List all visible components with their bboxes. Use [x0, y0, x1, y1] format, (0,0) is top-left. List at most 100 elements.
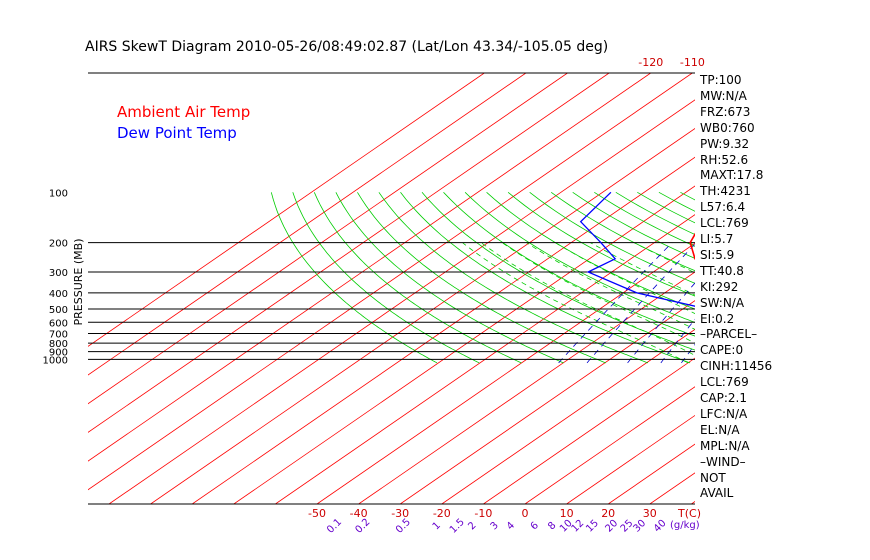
- moist-adiabat-line: [590, 242, 695, 296]
- mixing-ratio-line: [776, 243, 856, 363]
- index-item: AVAIL: [700, 486, 734, 501]
- index-item: CINH:11456: [700, 359, 773, 374]
- isotherm-line: [399, 300, 695, 504]
- moist-adiabat-line: [526, 242, 695, 330]
- pressure-tick-label: 1000: [43, 355, 68, 366]
- isotherm-line: [88, 73, 485, 347]
- index-item: L57:6.4: [700, 200, 746, 215]
- mixing-ratio-line: [817, 243, 870, 363]
- isotherm-line: [233, 185, 695, 504]
- mixing-ratio-lines: [558, 242, 870, 364]
- mixing-ratio-label: 40: [652, 518, 669, 535]
- pressure-tick-label: 300: [49, 268, 68, 279]
- isotherm-line: [88, 73, 651, 462]
- bottom-temp-tick-label: -20: [433, 507, 451, 520]
- bottom-temp-tick-label: 30: [643, 507, 657, 520]
- dry-adiabat-line: [529, 191, 695, 284]
- mixing-ratio-line: [802, 243, 870, 363]
- mixing-ratio-line: [627, 282, 695, 364]
- dry-adiabat-line: [853, 192, 870, 363]
- mixing-ratio-label: 4: [505, 520, 517, 532]
- dry-adiabat-line: [292, 192, 480, 364]
- dry-adiabat-line: [767, 192, 870, 363]
- index-item: –PARCEL–: [700, 327, 758, 342]
- pressure-lines: [88, 72, 695, 505]
- chart-title: AIRS SkewT Diagram 2010-05-26/08:49:02.8…: [85, 39, 608, 55]
- bottom-temp-tick-label: -50: [308, 507, 326, 520]
- isotherm-line: [88, 73, 693, 491]
- index-item: EL:N/A: [700, 422, 740, 437]
- top-temp-tick-label: -110: [680, 56, 705, 69]
- pressure-tick-label: 600: [49, 318, 68, 329]
- dry-adiabat-line: [831, 192, 870, 363]
- isotherm-line: [108, 99, 695, 504]
- mixing-ratio-label: 3: [489, 520, 501, 532]
- data-series: [579, 191, 695, 307]
- index-item: SW:N/A: [700, 295, 745, 310]
- mixing-ratio-line: [681, 343, 695, 364]
- isotherm-line: [275, 214, 695, 504]
- isotherm-line: [316, 242, 695, 504]
- pressure-tick-label: 900: [49, 348, 68, 359]
- mixing-ratio-line: [851, 243, 870, 363]
- mixing-ratio-label: 8: [546, 520, 558, 532]
- pressure-tick-label: 100: [49, 188, 68, 199]
- pressure-tick-label: 700: [49, 329, 68, 340]
- pressure-tick-label: 400: [49, 289, 68, 300]
- dry-adiabat-line: [400, 192, 691, 364]
- index-item: PW:9.32: [700, 136, 750, 151]
- series-line-dewpoint: [579, 191, 695, 307]
- isotherm-line: [775, 73, 870, 504]
- legend-label: Ambient Air Temp: [117, 103, 250, 121]
- dry-adiabat-line: [378, 192, 649, 364]
- dry-adiabat-line: [421, 192, 695, 351]
- moist-adiabat-line: [755, 243, 854, 363]
- mixing-ratio-label: 2: [466, 520, 478, 532]
- isotherm-line: [358, 271, 695, 504]
- isotherm-line: [88, 73, 568, 405]
- bottom-temp-tick-label: -40: [350, 507, 368, 520]
- pressure-tick-label: 500: [49, 305, 68, 316]
- dry-adiabat-line: [335, 192, 564, 364]
- isotherm-line: [524, 386, 695, 504]
- index-item: TP:100: [700, 73, 742, 87]
- isotherm-line: [441, 328, 695, 504]
- isotherm-line: [483, 357, 695, 504]
- index-item: LFC:N/A: [700, 406, 748, 421]
- mixing-ratio-line: [558, 242, 673, 364]
- isotherm-line: [150, 128, 695, 504]
- index-item: CAP:2.1: [700, 391, 747, 405]
- mixing-ratio-line: [759, 243, 842, 363]
- top-temp-tick-label: -120: [638, 56, 663, 69]
- bottom-temp-tick-label: 20: [601, 507, 615, 520]
- y-axis-label: PRESSURE (MB): [72, 239, 85, 326]
- temp-unit-label: T(C): [677, 507, 701, 520]
- index-item: LCL:769: [700, 375, 749, 390]
- dry-adiabat-line: [443, 192, 695, 337]
- mixing-ratio-line: [790, 243, 867, 363]
- index-item: RH:52.6: [700, 152, 749, 167]
- index-item: WB0:760: [700, 120, 755, 135]
- mixing-ratio-line: [586, 243, 695, 364]
- mixing-ratio-label: 30: [631, 518, 648, 535]
- dry-adiabat-line: [464, 192, 695, 323]
- index-item: SI:5.9: [700, 247, 735, 262]
- moist-adiabat-line: [821, 243, 870, 363]
- legend: Ambient Air Temp Dew Point Temp: [117, 103, 250, 142]
- mixing-ratio-label: 0.1: [325, 517, 344, 536]
- index-item: TT:40.8: [700, 263, 744, 278]
- mixing-ratio-unit: (g/kg): [670, 520, 700, 531]
- mixing-ratio-line: [836, 243, 870, 363]
- dry-adiabat-lines: [270, 191, 870, 364]
- bottom-temp-tick-label: 0: [522, 507, 529, 520]
- pressure-tick-label: 800: [49, 339, 68, 350]
- dry-adiabat-line: [270, 192, 438, 364]
- index-item: MPL:N/A: [700, 438, 750, 453]
- index-item: LCL:769: [700, 216, 749, 231]
- mixing-ratio-line: [864, 243, 870, 363]
- legend-label: Dew Point Temp: [117, 124, 237, 142]
- dry-adiabat-line: [507, 191, 695, 297]
- index-item: LI:5.7: [700, 232, 734, 246]
